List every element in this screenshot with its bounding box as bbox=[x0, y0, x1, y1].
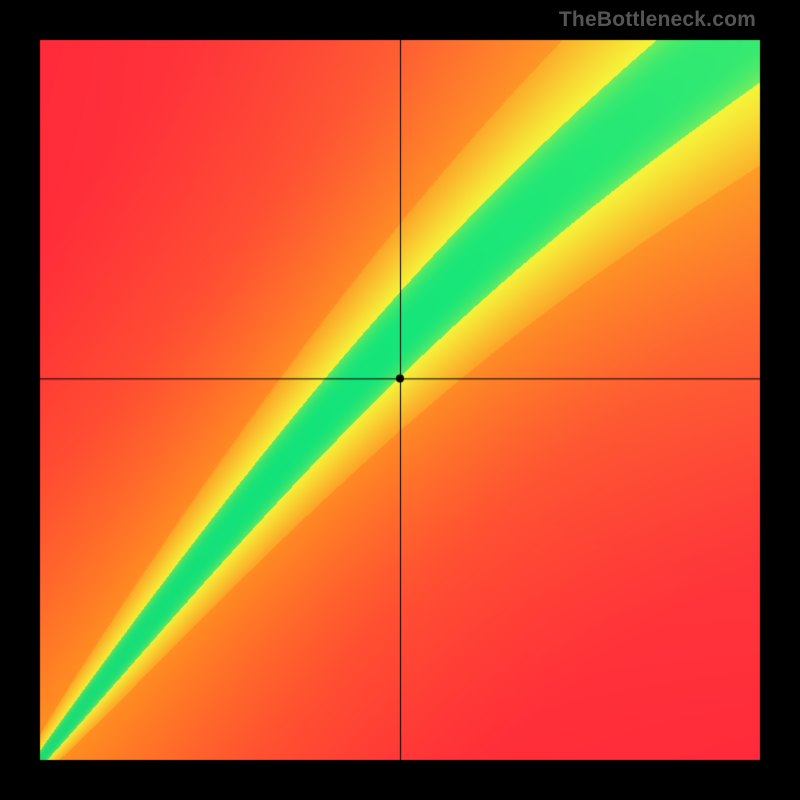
watermark-text: TheBottleneck.com bbox=[559, 8, 756, 32]
chart-container: TheBottleneck.com bbox=[0, 0, 800, 800]
bottleneck-heatmap bbox=[0, 0, 800, 800]
